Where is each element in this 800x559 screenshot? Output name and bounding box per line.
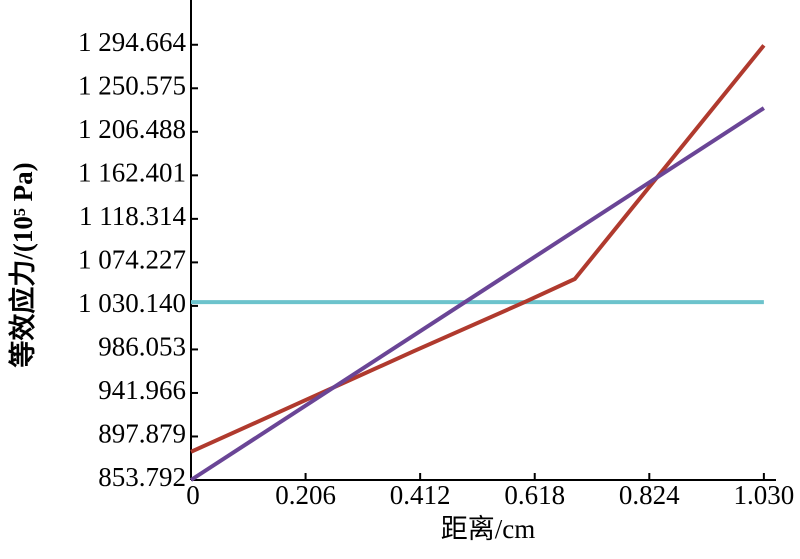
y-tick-label: 986.053 [98, 332, 186, 362]
x-tick-label: 1.030 [734, 480, 795, 510]
y-axis-label: 等效应力/(10⁵ Pa) [7, 162, 38, 367]
x-axis-label: 距离/cm [441, 514, 536, 544]
y-tick-label: 1 074.227 [78, 245, 186, 275]
y-tick-label: 941.966 [98, 375, 186, 405]
x-tick-label: 0.412 [390, 480, 451, 510]
y-tick-label: 1 162.401 [78, 158, 186, 188]
y-tick-label: 897.879 [98, 419, 186, 449]
x-tick-label: 0.618 [504, 480, 565, 510]
y-tick-label: 1 030.140 [78, 288, 186, 318]
y-tick-label: 853.792 [98, 462, 186, 492]
y-tick-label: 1 250.575 [78, 70, 186, 100]
y-tick-label: 1 206.488 [78, 114, 186, 144]
y-tick-label: 1 118.314 [79, 201, 186, 231]
line-series [189, 106, 765, 482]
y-tick-label: 1 294.664 [78, 27, 187, 57]
line-series [190, 44, 766, 454]
x-tick-label: 0 [186, 480, 200, 510]
x-tick-label: 0.824 [619, 480, 680, 510]
x-tick-label: 0.206 [275, 480, 336, 510]
